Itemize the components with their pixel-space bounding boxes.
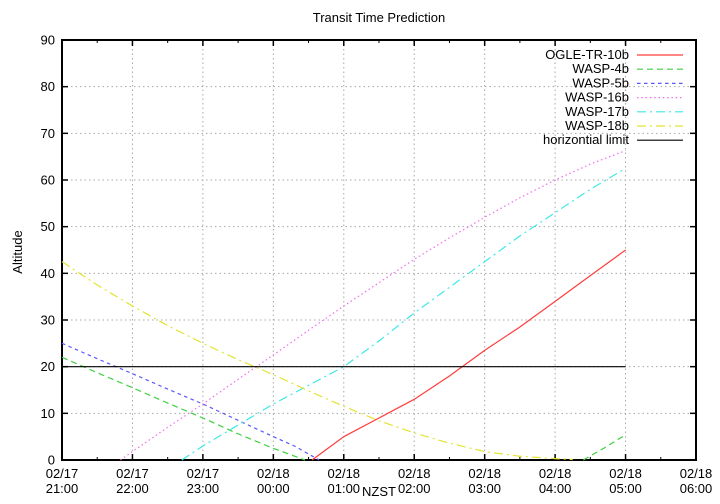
x-tick-label-date: 02/17 (116, 466, 149, 481)
y-tick-label: 50 (41, 219, 55, 234)
x-tick-label-date: 02/17 (187, 466, 220, 481)
x-tick-label-time: 23:00 (187, 481, 220, 496)
series-line-wasp-18b (61, 261, 573, 461)
x-tick-label-time: 01:00 (328, 481, 361, 496)
y-tick-label: 20 (41, 359, 55, 374)
chart-title: Transit Time Prediction (312, 10, 446, 25)
y-tick-label: 40 (41, 266, 55, 281)
y-axis-label: Altitude (10, 230, 25, 274)
x-tick-label-time: 00:00 (257, 481, 290, 496)
y-tick-label: 90 (41, 33, 55, 48)
x-tick-label-time: 05:00 (609, 481, 642, 496)
x-tick-label-date: 02/18 (680, 466, 713, 481)
legend-label-horizontial-limit: horizontial limit (543, 132, 629, 147)
x-tick-label-date: 02/18 (609, 466, 642, 481)
x-tick-label-date: 02/17 (46, 466, 79, 481)
x-tick-label-time: 06:00 (680, 481, 713, 496)
x-tick-label-time: 04:00 (539, 481, 572, 496)
legend-label-wasp-4b: WASP-4b (572, 61, 629, 76)
legend-label-wasp-18b: WASP-18b (565, 118, 629, 133)
x-tick-label-time: 22:00 (116, 481, 149, 496)
y-tick-label: 10 (41, 406, 55, 421)
y-tick-label: 30 (41, 313, 55, 328)
y-tick-label: 70 (41, 126, 55, 141)
series-line-ogle-tr-10b (311, 249, 626, 461)
legend-label-wasp-17b: WASP-17b (565, 104, 629, 119)
x-tick-label-date: 02/18 (328, 466, 361, 481)
x-tick-label-date: 02/18 (257, 466, 290, 481)
x-tick-label-date: 02/18 (468, 466, 501, 481)
series-line-wasp-5b (61, 342, 320, 461)
y-tick-label: 0 (48, 453, 55, 468)
legend-label-wasp-5b: WASP-5b (572, 75, 629, 90)
x-axis-label: NZST (362, 484, 396, 499)
series-line-wasp-4b (582, 434, 626, 461)
legend-label-wasp-16b: WASP-16b (565, 90, 629, 105)
x-tick-label-date: 02/18 (539, 466, 572, 481)
x-tick-label-date: 02/18 (398, 466, 431, 481)
y-tick-label: 60 (41, 173, 55, 188)
series-line-wasp-4b (61, 356, 306, 461)
y-tick-label: 80 (41, 79, 55, 94)
x-tick-label-time: 02:00 (398, 481, 431, 496)
series-line-wasp-17b (181, 167, 626, 461)
x-tick-label-time: 21:00 (46, 481, 79, 496)
x-tick-label-time: 03:00 (468, 481, 501, 496)
series-line-wasp-16b (120, 150, 626, 461)
legend-label-ogle-tr-10b: OGLE-TR-10b (545, 47, 629, 62)
